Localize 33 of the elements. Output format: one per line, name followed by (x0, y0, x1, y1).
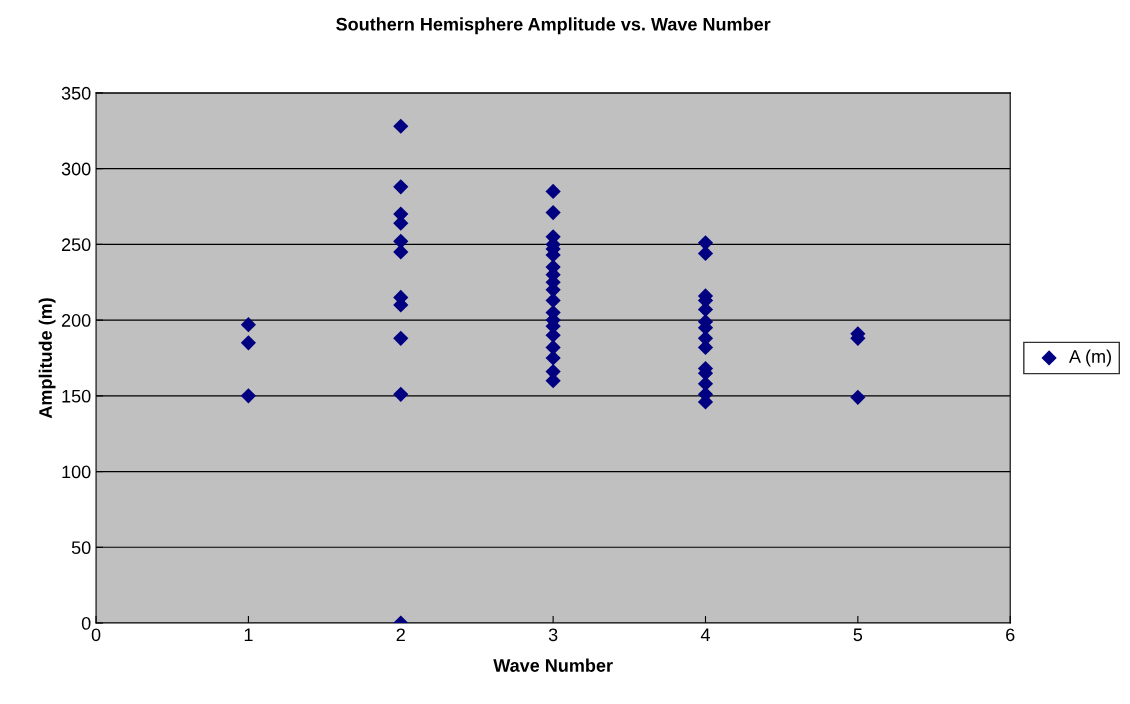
point (393, 179, 409, 195)
y-tick-label: 350 (61, 86, 91, 100)
y-tick-label: 250 (61, 238, 91, 252)
point (393, 244, 409, 260)
point (545, 350, 561, 366)
y-tick-label: 150 (62, 389, 91, 403)
y-axis-title: Amplitude (m) (38, 298, 56, 419)
y-tick-label: 200 (61, 314, 91, 327)
point (393, 233, 409, 249)
x-tick-label: 6 (1006, 628, 1015, 642)
x-tick-label: 1 (244, 628, 253, 641)
x-axis-title: Wave Number (493, 658, 613, 672)
x-tick-label: 0 (91, 628, 101, 642)
point (545, 183, 561, 199)
point (393, 330, 409, 346)
point (393, 118, 409, 134)
point (545, 339, 561, 355)
x-tick-label: 4 (700, 628, 710, 641)
y-tick-label: 0 (81, 616, 91, 630)
legend-label: A (m) (1068, 349, 1111, 367)
y-tick-label: 100 (62, 465, 91, 479)
chart-title: Southern Hemisphere Amplitude vs. Wave Number (336, 17, 771, 35)
x-tick-label: 3 (548, 628, 558, 642)
point (393, 386, 409, 402)
y-tick-label: 300 (61, 162, 91, 176)
point (850, 389, 866, 405)
point (240, 335, 257, 351)
x-tick-label: 5 (853, 628, 863, 642)
y-tick-label: 50 (71, 541, 91, 555)
point (240, 317, 257, 333)
point (240, 388, 257, 404)
x-tick-label: 2 (396, 628, 405, 641)
point (545, 204, 561, 221)
